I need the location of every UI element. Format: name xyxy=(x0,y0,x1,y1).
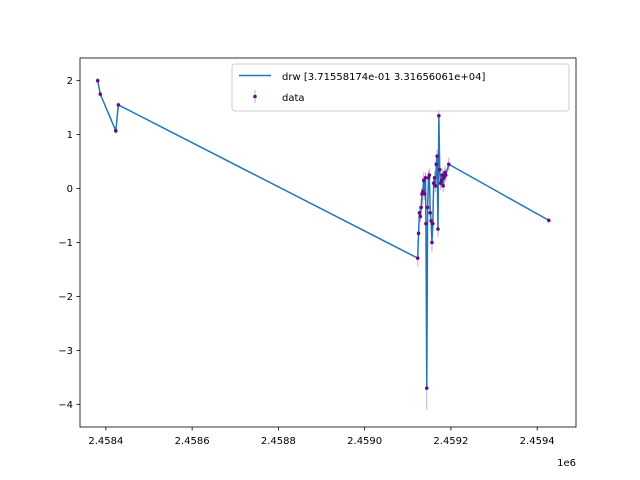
data-point xyxy=(425,205,430,210)
data-point xyxy=(446,162,451,167)
legend-marker-swatch xyxy=(253,94,257,99)
y-tick-label: −1 xyxy=(58,238,73,249)
data-point xyxy=(428,211,433,215)
data-point xyxy=(423,175,428,180)
x-tick-label: 2.4584 xyxy=(88,436,123,447)
data-point xyxy=(432,175,437,180)
legend: drw [3.71558174e-01 3.31656061e+04] data xyxy=(231,63,570,112)
data-point xyxy=(436,227,440,231)
data-point xyxy=(433,184,438,188)
marker-group xyxy=(95,78,551,390)
y-axis: −4 −3 −2 −1 0 1 2 xyxy=(58,76,80,411)
data-point xyxy=(424,221,428,226)
x-tick-label: 2.4590 xyxy=(347,436,382,447)
data-point xyxy=(443,173,448,177)
x-tick-label: 2.4588 xyxy=(261,436,296,447)
data-point xyxy=(417,211,422,215)
legend-label-drw: drw [3.71558174e-01 3.31656061e+04] xyxy=(282,72,486,83)
data-point xyxy=(547,218,551,223)
data-point xyxy=(95,78,100,83)
data-point xyxy=(429,219,433,223)
data-point xyxy=(439,178,444,183)
data-point xyxy=(113,129,118,133)
x-tick-label: 2.4594 xyxy=(520,436,555,447)
data-point xyxy=(434,162,439,167)
data-point xyxy=(441,184,445,188)
data-point xyxy=(437,167,442,172)
data-point xyxy=(430,240,434,245)
data-point xyxy=(422,192,427,196)
data-point xyxy=(98,92,103,96)
legend-box xyxy=(231,63,570,112)
data-point xyxy=(427,173,432,177)
series-line-drw xyxy=(96,80,550,389)
data-point xyxy=(437,113,441,118)
data-point xyxy=(419,205,423,210)
plot-area xyxy=(80,58,576,427)
legend-label-data: data xyxy=(282,93,305,104)
data-point xyxy=(416,231,421,236)
x-axis: 2.4584 2.4586 2.4588 2.4590 2.4592 2.4594 xyxy=(88,427,555,447)
x-tick-label: 2.4592 xyxy=(433,436,468,447)
data-point xyxy=(431,181,436,185)
y-tick-label: 0 xyxy=(67,184,73,195)
y-tick-label: −2 xyxy=(58,292,73,303)
y-tick-label: −3 xyxy=(58,346,73,357)
data-point xyxy=(421,178,426,183)
data-point xyxy=(116,103,121,107)
data-point xyxy=(431,221,435,226)
x-tick-label: 2.4586 xyxy=(175,436,210,447)
data-point xyxy=(424,386,429,390)
y-tick-label: −4 xyxy=(58,400,73,411)
x-axis-offset-label: 1e6 xyxy=(557,458,576,469)
data-point xyxy=(421,189,425,194)
y-tick-label: 2 xyxy=(67,76,73,87)
data-point xyxy=(442,175,446,180)
data-point xyxy=(435,154,439,158)
data-point xyxy=(415,256,420,260)
y-tick-label: 1 xyxy=(67,130,73,141)
data-point xyxy=(440,173,445,177)
data-point xyxy=(418,214,423,219)
